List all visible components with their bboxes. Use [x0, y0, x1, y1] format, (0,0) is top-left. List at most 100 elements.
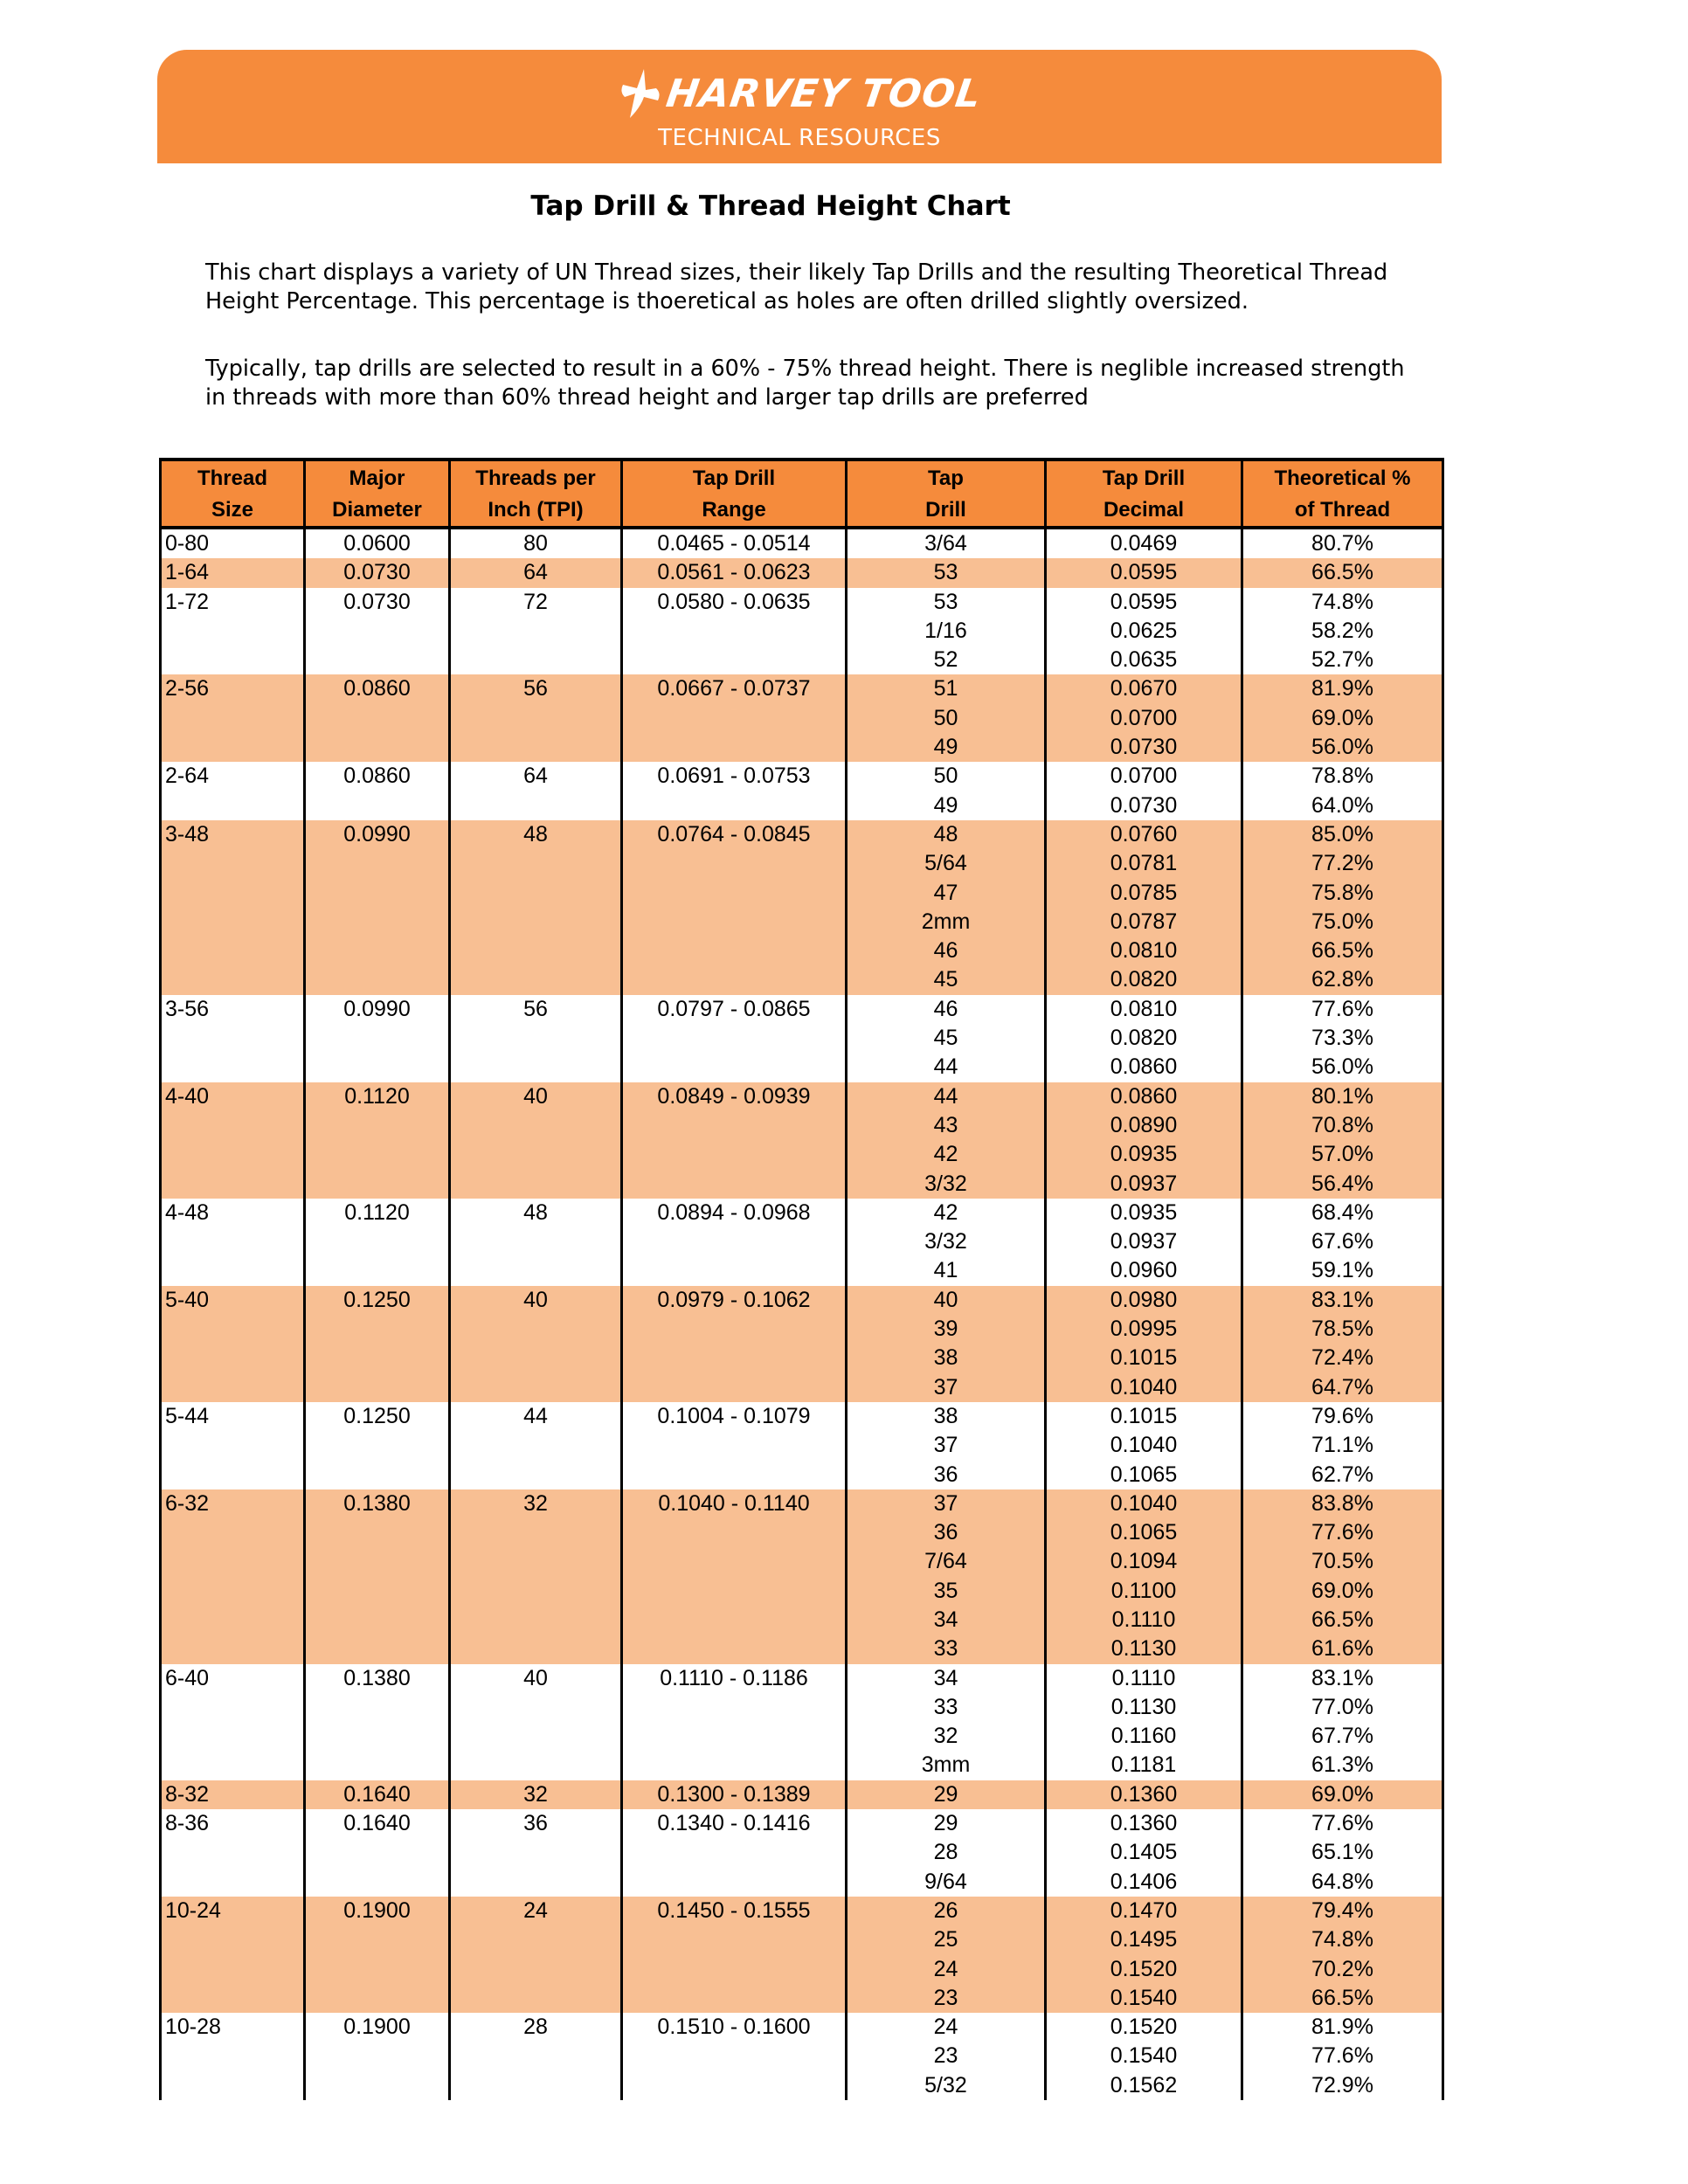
tpi-cell: [448, 1751, 623, 1780]
column-header-line: Drill: [925, 498, 966, 522]
major-diameter-cell: 0.0730: [303, 587, 451, 617]
tap-drill-cell: 36: [845, 1460, 1047, 1489]
table-row: 7/64 0.1094 70.5%: [159, 1547, 1444, 1577]
page-title: Tap Drill & Thread Height Chart: [530, 190, 1011, 222]
tpi-cell: [448, 1518, 623, 1548]
major-diameter-cell: [303, 907, 451, 937]
table-row: 41 0.0960 59.1%: [159, 1256, 1444, 1286]
thread-size-cell: [159, 1256, 306, 1286]
column-header-theoretical-percent: Theoretical % of Thread: [1241, 458, 1444, 529]
major-diameter-cell: [303, 1722, 451, 1752]
theoretical-percent-cell: 77.6%: [1241, 1518, 1444, 1548]
tap-drill-cell: 38: [845, 1401, 1047, 1432]
major-diameter-cell: [303, 2042, 451, 2071]
tpi-cell: [448, 616, 623, 646]
tap-drill-range-cell: [620, 1315, 847, 1344]
tap-drill-decimal-cell: 0.0595: [1044, 558, 1243, 588]
thread-size-cell: [159, 1635, 306, 1664]
tap-drill-cell: 34: [845, 1605, 1047, 1635]
tap-drill-range-cell: [620, 1169, 847, 1199]
tap-drill-cell: 50: [845, 762, 1047, 791]
theoretical-percent-cell: 71.1%: [1241, 1431, 1444, 1461]
tpi-cell: 56: [448, 674, 623, 704]
tap-drill-range-cell: 0.0580 - 0.0635: [620, 587, 847, 617]
tap-drill-cell: 44: [845, 1053, 1047, 1082]
tap-drill-range-cell: [620, 965, 847, 995]
column-header-line: Tap Drill: [692, 467, 776, 490]
tap-drill-decimal-cell: 0.0935: [1044, 1140, 1243, 1170]
tpi-cell: [448, 1344, 623, 1373]
tpi-cell: [448, 1867, 623, 1897]
thread-size-cell: [159, 1867, 306, 1897]
column-header-line: Theoretical %: [1274, 467, 1411, 490]
tap-drill-decimal-cell: 0.0890: [1044, 1110, 1243, 1141]
theoretical-percent-cell: 66.5%: [1241, 936, 1444, 966]
table-row: 1-64 0.0730 64 0.0561 - 0.0623 53 0.0595 66.5%: [159, 558, 1444, 588]
tap-drill-range-cell: 0.1450 - 0.1555: [620, 1896, 847, 1926]
thread-size-cell: [159, 1169, 306, 1199]
tap-drill-range-cell: 0.0764 - 0.0845: [620, 819, 847, 850]
tap-drill-range-cell: [620, 1751, 847, 1780]
major-diameter-cell: [303, 733, 451, 763]
theoretical-percent-cell: 77.6%: [1241, 1809, 1444, 1839]
tap-drill-decimal-cell: 0.0995: [1044, 1315, 1243, 1344]
table-row: 6-40 0.1380 40 0.1110 - 0.1186 34 0.1110 83.1%: [159, 1663, 1444, 1693]
major-diameter-cell: [303, 703, 451, 734]
table-row: 37 0.1040 64.7%: [159, 1372, 1444, 1402]
major-diameter-cell: [303, 1547, 451, 1577]
tap-drill-decimal-cell: 0.1406: [1044, 1867, 1243, 1897]
tap-drill-cell: 41: [845, 1256, 1047, 1286]
table-row: 45 0.0820 62.8%: [159, 965, 1444, 995]
tap-drill-decimal-cell: 0.1110: [1044, 1663, 1243, 1693]
theoretical-percent-cell: 80.1%: [1241, 1082, 1444, 1111]
table-row: 3mm 0.1181 61.3%: [159, 1751, 1444, 1780]
swirl-logo-icon: [621, 69, 660, 118]
tap-drill-cell: 42: [845, 1140, 1047, 1170]
tpi-cell: 64: [448, 558, 623, 588]
tap-drill-decimal-cell: 0.0860: [1044, 1053, 1243, 1082]
table-row: 46 0.0810 66.5%: [159, 936, 1444, 966]
table-row: 42 0.0935 57.0%: [159, 1140, 1444, 1170]
tap-drill-decimal-cell: 0.1110: [1044, 1605, 1243, 1635]
theoretical-percent-cell: 75.0%: [1241, 907, 1444, 937]
table-row: 5/64 0.0781 77.2%: [159, 849, 1444, 879]
tap-drill-decimal-cell: 0.0960: [1044, 1256, 1243, 1286]
table-row: 3-48 0.0990 48 0.0764 - 0.0845 48 0.0760 85.0%: [159, 819, 1444, 850]
tap-drill-decimal-cell: 0.1040: [1044, 1489, 1243, 1519]
tap-drill-cell: 32: [845, 1722, 1047, 1752]
thread-size-cell: [159, 1576, 306, 1606]
theoretical-percent-cell: 79.6%: [1241, 1401, 1444, 1432]
tap-drill-range-cell: [620, 1140, 847, 1170]
thread-size-cell: [159, 1140, 306, 1170]
tpi-cell: 32: [448, 1780, 623, 1810]
table-row: 32 0.1160 67.7%: [159, 1722, 1444, 1752]
tap-drill-cell: 53: [845, 558, 1047, 588]
tap-drill-cell: 37: [845, 1489, 1047, 1519]
major-diameter-cell: [303, 1838, 451, 1868]
tpi-cell: [448, 1460, 623, 1489]
thread-size-cell: 10-28: [159, 2013, 306, 2042]
tap-drill-decimal-cell: 0.1405: [1044, 1838, 1243, 1868]
theoretical-percent-cell: 77.6%: [1241, 2042, 1444, 2071]
thread-size-cell: [159, 878, 306, 908]
major-diameter-cell: [303, 1256, 451, 1286]
theoretical-percent-cell: 83.8%: [1241, 1489, 1444, 1519]
tap-drill-decimal-cell: 0.0760: [1044, 819, 1243, 850]
tap-drill-range-cell: [620, 1110, 847, 1141]
table-row: 33 0.1130 77.0%: [159, 1692, 1444, 1723]
tap-drill-range-cell: 0.1004 - 0.1079: [620, 1401, 847, 1432]
thread-size-cell: [159, 1954, 306, 1984]
tap-drill-decimal-cell: 0.1040: [1044, 1372, 1243, 1402]
table-row: 23 0.1540 77.6%: [159, 2042, 1444, 2071]
major-diameter-cell: [303, 1169, 451, 1199]
tap-drill-cell: 3mm: [845, 1751, 1047, 1780]
table-row: 2mm 0.0787 75.0%: [159, 907, 1444, 937]
table-row: 38 0.1015 72.4%: [159, 1344, 1444, 1373]
column-header-line: Thread: [197, 467, 267, 490]
tap-drill-decimal-cell: 0.0670: [1044, 674, 1243, 704]
tpi-cell: [448, 878, 623, 908]
thread-size-cell: 2-64: [159, 762, 306, 791]
tpi-cell: [448, 1547, 623, 1577]
thread-size-cell: [159, 1692, 306, 1723]
tap-drill-cell: 3/32: [845, 1169, 1047, 1199]
